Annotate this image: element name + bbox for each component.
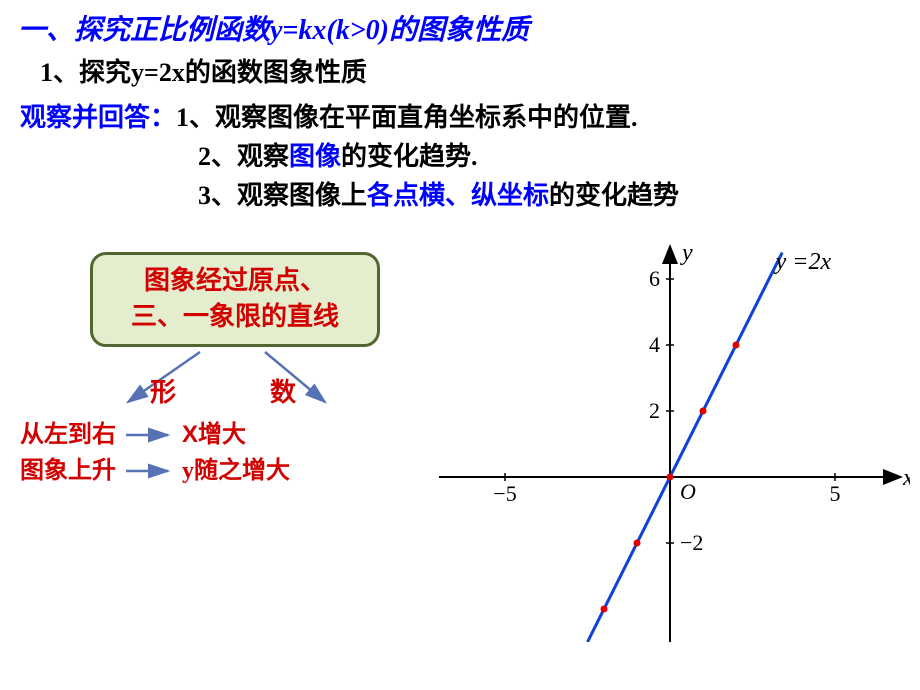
box-line-1: 图象经过原点、 xyxy=(107,263,363,299)
svg-text:x: x xyxy=(902,465,910,491)
svg-text:y: y xyxy=(680,240,693,266)
left-2: 图象上升 xyxy=(20,453,116,489)
svg-text:y =2x: y =2x xyxy=(774,249,832,275)
chart: −5 5 −2 2 4 6 Ox y y =2x xyxy=(430,222,910,642)
fork-arrows-svg xyxy=(50,347,420,417)
prompt-3b: 各点横、纵坐标 xyxy=(367,181,549,210)
number-label: 数 xyxy=(270,372,296,409)
bottom-rows: 从左到右 X增大 图象上升 y随之增大 xyxy=(20,417,390,489)
prompt-label: 观察并回答： xyxy=(20,97,176,134)
prompt-2c: 的变化趋势. xyxy=(341,142,478,171)
prompt-2a: 2、观察 xyxy=(198,142,289,171)
svg-text:−5: −5 xyxy=(493,481,516,506)
main-heading: 一、探究正比例函数y=kx(k>0)的图象性质 xyxy=(0,0,920,48)
svg-text:4: 4 xyxy=(649,332,660,357)
right-2: y随之增大 xyxy=(182,453,290,489)
row-1: 从左到右 X增大 xyxy=(20,417,390,453)
prompt-1: 1、观察图像在平面直角坐标系中的位置. xyxy=(176,97,638,134)
lower-panel: 图象经过原点、 三、一象限的直线 形 数 从左到右 X增大 xyxy=(0,222,920,642)
fork-arrows-area: 形 数 xyxy=(50,347,420,417)
concept-box: 图象经过原点、 三、一象限的直线 xyxy=(90,252,380,347)
prompt-3a: 3、观察图像上 xyxy=(198,181,367,210)
svg-text:O: O xyxy=(680,479,696,504)
prompt-row-1: 观察并回答： 1、观察图像在平面直角坐标系中的位置. xyxy=(0,89,920,134)
svg-text:6: 6 xyxy=(649,266,660,291)
chart-svg: −5 5 −2 2 4 6 Ox y y =2x xyxy=(430,222,910,642)
svg-text:5: 5 xyxy=(830,481,841,506)
concept-diagram: 图象经过原点、 三、一象限的直线 形 数 从左到右 X增大 xyxy=(50,252,420,489)
prompt-2b: 图像 xyxy=(289,142,341,171)
shape-label: 形 xyxy=(150,372,176,409)
sub-heading: 1、探究y=2x的函数图象性质 xyxy=(0,48,920,89)
right-1: X增大 xyxy=(182,417,246,453)
left-1: 从左到右 xyxy=(20,417,116,453)
row-2: 图象上升 y随之增大 xyxy=(20,453,390,489)
arrow-r1 xyxy=(122,425,176,445)
arrow-r2 xyxy=(122,461,176,481)
svg-text:−2: −2 xyxy=(680,530,703,555)
prompt-row-3: 3、观察图像上各点横、纵坐标的变化趋势 xyxy=(0,173,920,212)
svg-text:2: 2 xyxy=(649,398,660,423)
box-line-2: 三、一象限的直线 xyxy=(107,299,363,335)
prompt-row-2: 2、观察图像的变化趋势. xyxy=(0,134,920,173)
prompt-3c: 的变化趋势 xyxy=(549,181,679,210)
